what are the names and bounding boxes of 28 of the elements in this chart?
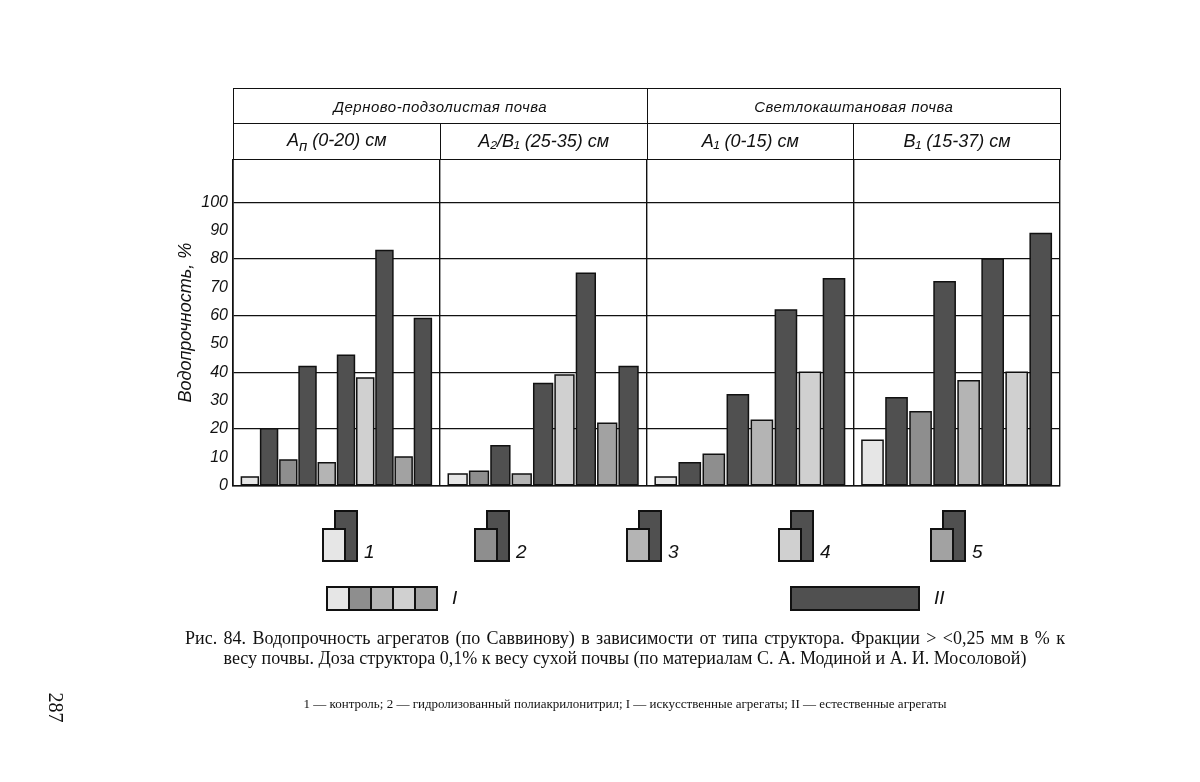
text: Рис. 84. Водопрочность агрегатов (по Саввинову) в зависимости от типа структора. Фракции > <0,25 мм в % к весу почвы. Доза структора 0,1% к весу сухой почвы (по материалам С. А. Модиной и А. И. Мосоловой) [185, 628, 1065, 668]
y-tick-label: 60 [210, 306, 229, 324]
y-tick-label: 0 [219, 475, 229, 493]
y-tick-label: 40 [210, 362, 229, 380]
text: 287 [43, 692, 67, 723]
text: I [452, 587, 458, 608]
x-tick-label: B₁ (15-37) см [903, 131, 1011, 152]
y-tick-label: 100 [201, 192, 229, 210]
y-tick-label: 50 [210, 334, 229, 352]
x-tick-label: A₂/B₁ (25-35) см [478, 131, 610, 152]
y-axis-title: Водопрочность, % [174, 242, 195, 403]
legend-label: 2 [516, 541, 527, 562]
legend-label: 4 [820, 541, 831, 562]
legend-label: 3 [668, 541, 679, 562]
y-tick-label: 30 [210, 390, 229, 408]
y-tick-label: 10 [210, 447, 229, 465]
x-tick-label: A₁ (0-15) см [701, 131, 799, 152]
x-tick-label: A$_{п}$ (0-20) см [287, 129, 387, 154]
legend-label: 5 [972, 541, 983, 562]
legend-label: 1 [364, 541, 375, 562]
y-tick-label: 80 [210, 249, 229, 267]
y-tick-label: 20 [209, 419, 229, 437]
y-tick-label: 90 [210, 221, 229, 239]
text: II [934, 587, 945, 608]
text: 1 — контроль; 2 — гидролизованный полиакрилонитрил; I — искусственные агрегаты; II — естественные агрегаты [302, 696, 948, 712]
text: Дерново-подзолистая почва [333, 97, 548, 115]
text: Светлокаштановая почва [754, 97, 954, 115]
y-tick-label: 70 [210, 277, 229, 295]
